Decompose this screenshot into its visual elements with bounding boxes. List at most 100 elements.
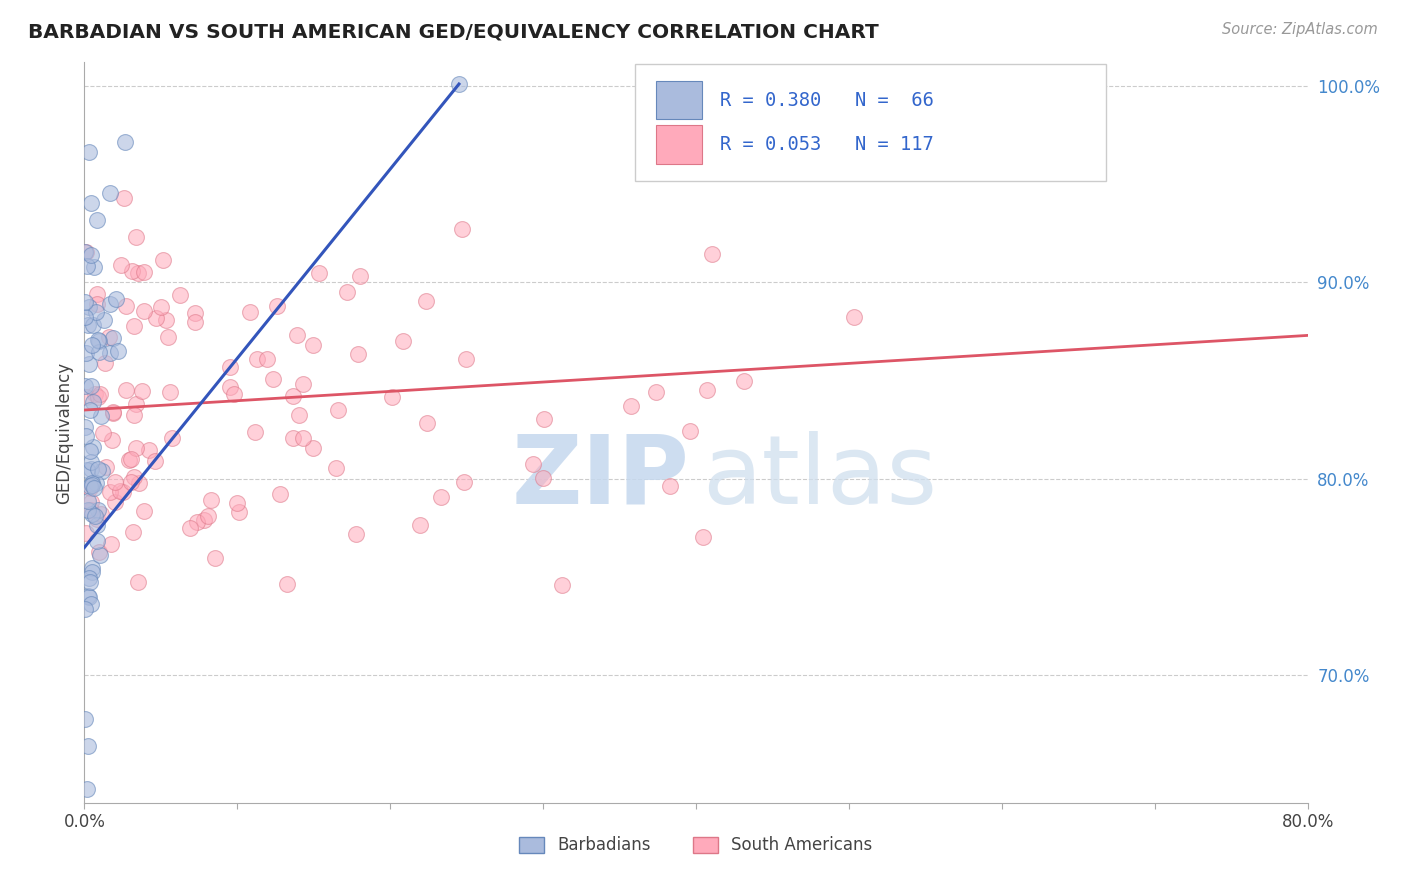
Point <box>120 475 142 489</box>
Point <box>120 451 142 466</box>
Point <box>301 441 323 455</box>
Point <box>127 266 149 280</box>
Point <box>110 258 132 272</box>
Point <box>80 476 103 491</box>
Point <box>285 328 308 343</box>
Text: BARBADIAN VS SOUTH AMERICAN GED/EQUIVALENCY CORRELATION CHART: BARBADIAN VS SOUTH AMERICAN GED/EQUIVALE… <box>28 22 879 41</box>
Point <box>733 375 755 389</box>
Point <box>82 318 104 332</box>
Point <box>86 287 108 301</box>
Point <box>531 471 554 485</box>
Point <box>87 462 110 476</box>
Point <box>122 409 145 423</box>
Point <box>225 496 247 510</box>
Text: ZIP: ZIP <box>512 431 690 524</box>
Point <box>159 385 181 400</box>
Point <box>76 346 98 360</box>
Point <box>186 515 208 529</box>
Point <box>79 462 101 476</box>
Point <box>97 330 120 344</box>
Point <box>79 479 101 493</box>
Point <box>77 357 100 371</box>
Point <box>125 230 148 244</box>
Point <box>80 561 103 575</box>
Point <box>269 487 291 501</box>
Point <box>112 191 135 205</box>
Point <box>344 527 367 541</box>
Point <box>122 470 145 484</box>
Point <box>101 406 124 420</box>
Point <box>522 457 544 471</box>
Point <box>75 390 97 404</box>
Point <box>156 329 179 343</box>
Point <box>82 338 104 352</box>
Point <box>77 318 100 332</box>
Point <box>132 304 155 318</box>
Point <box>551 578 574 592</box>
Point <box>115 383 138 397</box>
Point <box>620 399 643 413</box>
Y-axis label: GED/Equivalency: GED/Equivalency <box>55 361 73 504</box>
Point <box>79 402 101 417</box>
Point <box>302 338 325 352</box>
Point <box>82 478 104 492</box>
Point <box>325 460 347 475</box>
Point <box>228 505 250 519</box>
Point <box>84 305 107 319</box>
Text: R = 0.053   N = 117: R = 0.053 N = 117 <box>720 135 934 154</box>
Point <box>86 213 108 227</box>
Point <box>79 575 101 590</box>
Point <box>75 525 97 540</box>
Point <box>349 268 371 283</box>
Point <box>430 490 453 504</box>
Point <box>79 571 101 585</box>
Point <box>98 186 121 201</box>
Point <box>82 395 104 409</box>
Point <box>108 483 131 498</box>
Point <box>75 245 97 260</box>
Point <box>451 221 474 235</box>
Point <box>138 442 160 457</box>
Point <box>392 334 415 348</box>
Point <box>291 377 314 392</box>
Point <box>76 589 98 603</box>
Text: R = 0.380   N =  66: R = 0.380 N = 66 <box>720 91 934 110</box>
Point <box>121 264 143 278</box>
Point <box>692 530 714 544</box>
Point <box>114 136 136 150</box>
Point <box>152 252 174 267</box>
Point <box>80 455 103 469</box>
Point <box>94 460 117 475</box>
Point <box>200 493 222 508</box>
Point <box>122 524 145 539</box>
Point <box>75 429 97 443</box>
Point <box>844 310 866 324</box>
Point <box>79 444 101 458</box>
Point <box>128 475 150 490</box>
Point <box>184 315 207 329</box>
Point <box>76 503 98 517</box>
Point <box>132 504 155 518</box>
Point <box>222 387 245 401</box>
Point <box>145 310 167 325</box>
Point <box>415 294 437 309</box>
Point <box>76 782 98 797</box>
Point <box>87 503 110 517</box>
Point <box>114 299 136 313</box>
Point <box>87 545 110 559</box>
Point <box>416 416 439 430</box>
Point <box>160 431 183 445</box>
Point <box>149 300 172 314</box>
Point <box>143 454 166 468</box>
Point <box>80 503 103 517</box>
Point <box>84 508 107 523</box>
Point <box>83 260 105 274</box>
Point <box>659 479 682 493</box>
Point <box>86 333 108 347</box>
Point <box>218 359 240 374</box>
Point <box>75 245 97 260</box>
Point <box>125 441 148 455</box>
Point <box>84 475 107 490</box>
Legend: Barbadians, South Americans: Barbadians, South Americans <box>513 830 879 861</box>
Point <box>283 432 305 446</box>
